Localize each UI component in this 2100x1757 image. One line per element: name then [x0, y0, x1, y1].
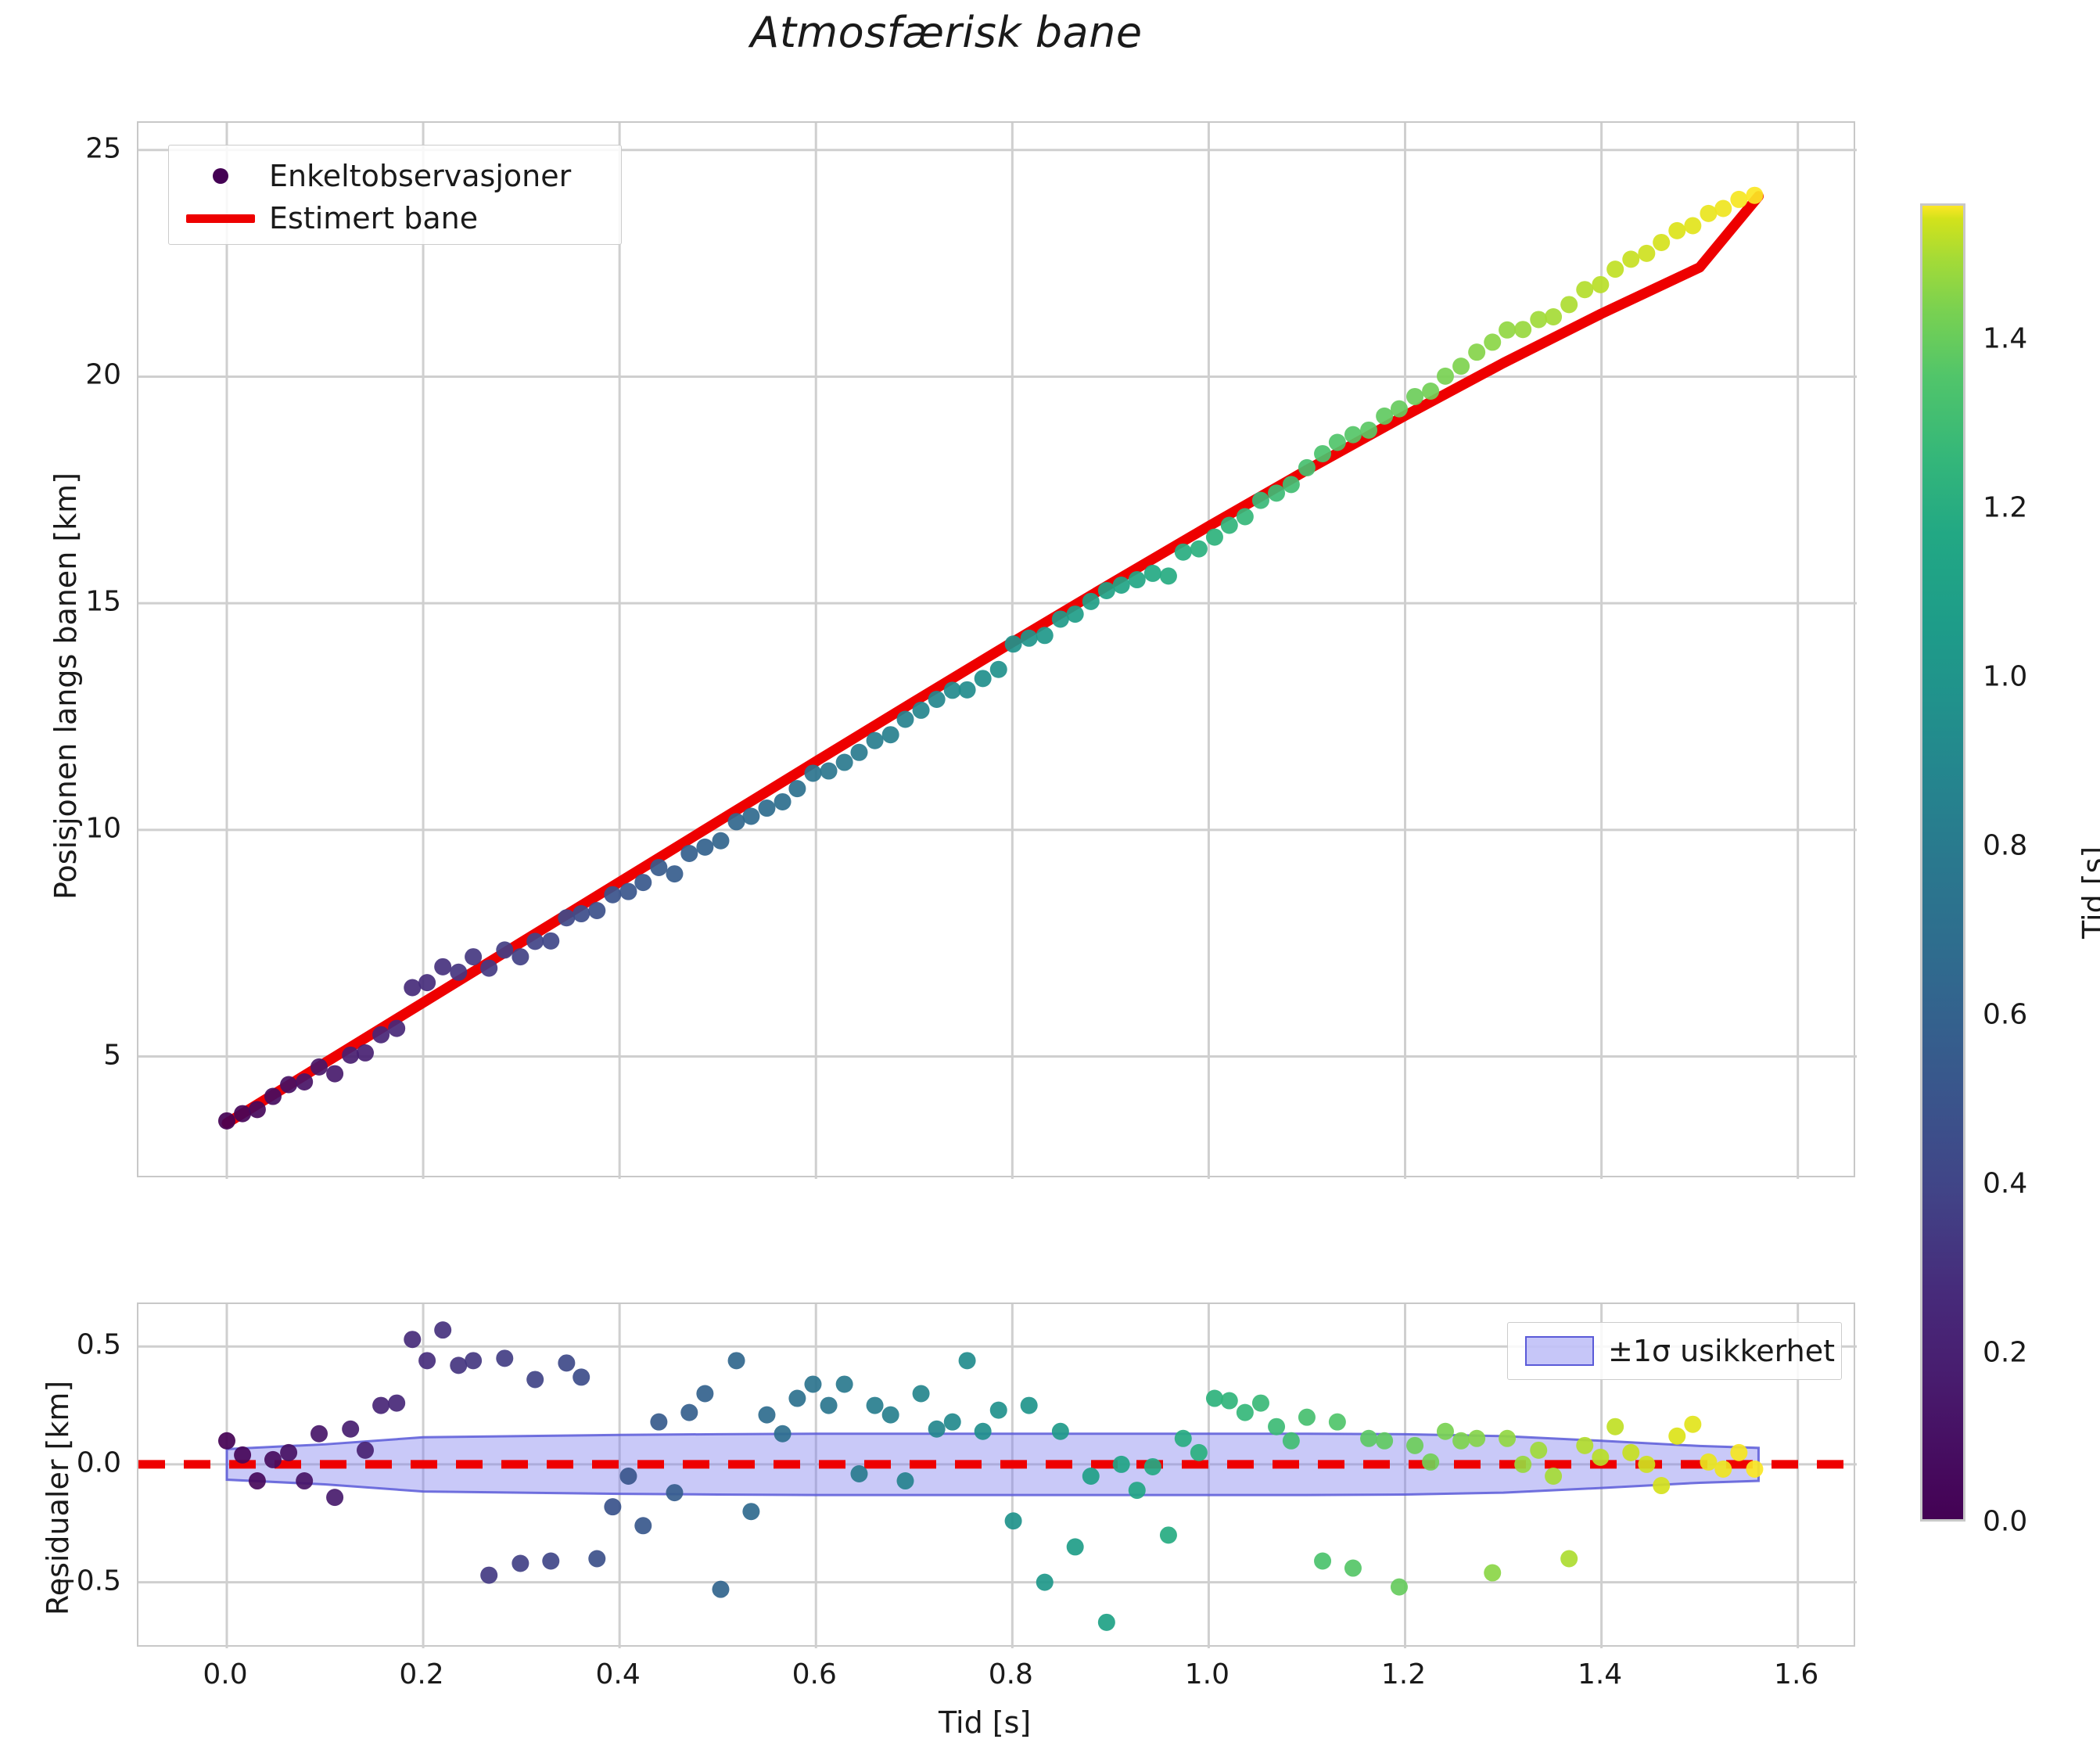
residual-plot-legend: ±1σ usikkerhet: [1507, 1322, 1842, 1380]
residual-x-tick: 1.6: [1774, 1658, 1819, 1691]
residual-x-axis-title: Tid [s]: [939, 1705, 1032, 1740]
residual-x-tick: 0.2: [399, 1658, 444, 1691]
main-plot-legend: Enkeltobservasjoner Estimert bane: [168, 145, 622, 245]
colorbar-tick: 1.0: [1983, 660, 2028, 693]
main-plot-canvas: [138, 123, 1857, 1179]
main-y-tick: 5: [103, 1039, 121, 1072]
residual-y-tick: −0.5: [52, 1565, 121, 1597]
colorbar-title: Tid [s]: [2077, 846, 2100, 939]
residual-y-tick: 0.5: [76, 1328, 121, 1361]
main-y-tick: 25: [85, 132, 121, 165]
colorbar: [1920, 203, 1965, 1522]
residual-y-axis-title: Residualer [km]: [41, 1380, 75, 1615]
residual-x-tick: 1.0: [1184, 1658, 1230, 1691]
legend-label-observations: Enkeltobservasjoner: [269, 159, 572, 193]
residual-x-tick: 1.2: [1380, 1658, 1427, 1691]
main-y-tick: 15: [85, 585, 121, 618]
colorbar-tick: 0.6: [1983, 998, 2028, 1031]
colorbar-tick: 0.2: [1983, 1336, 2028, 1369]
colorbar-gradient: [1922, 206, 1963, 1519]
legend-item-estimated-track: Estimert bane: [180, 197, 607, 239]
residual-x-tick: 0.4: [595, 1658, 641, 1691]
residual-x-tick: 0.0: [203, 1658, 248, 1691]
legend-item-uncertainty: ±1σ usikkerhet: [1519, 1332, 1835, 1370]
residual-plot-axes: [137, 1302, 1857, 1648]
residual-x-tick: 1.4: [1577, 1658, 1623, 1691]
scatter-dot-marker-icon: [180, 168, 261, 184]
colorbar-tick: 0.4: [1983, 1167, 2028, 1200]
main-y-axis-title: Posisjonen langs banen [km]: [48, 472, 83, 900]
main-plot-axes: [137, 121, 1857, 1179]
main-y-tick: 20: [85, 358, 121, 391]
line-marker-icon: [180, 214, 261, 223]
colorbar-tick: 0.0: [1983, 1505, 2028, 1538]
colorbar-tick: 0.8: [1983, 829, 2028, 862]
figure-title: Atmosfærisk bane: [750, 8, 1143, 57]
residual-plot-canvas: [138, 1304, 1857, 1648]
band-patch-icon: [1519, 1336, 1600, 1366]
residual-x-tick: 0.6: [792, 1658, 837, 1691]
legend-label-uncertainty: ±1σ usikkerhet: [1608, 1334, 1835, 1368]
legend-label-estimated-track: Estimert bane: [269, 201, 479, 235]
legend-item-observations: Enkeltobservasjoner: [180, 155, 607, 197]
residual-y-tick: 0.0: [76, 1446, 121, 1479]
main-y-tick: 10: [85, 812, 121, 845]
residual-x-tick: 0.8: [988, 1658, 1033, 1691]
colorbar-tick: 1.2: [1983, 491, 2028, 524]
colorbar-tick: 1.4: [1983, 322, 2028, 355]
